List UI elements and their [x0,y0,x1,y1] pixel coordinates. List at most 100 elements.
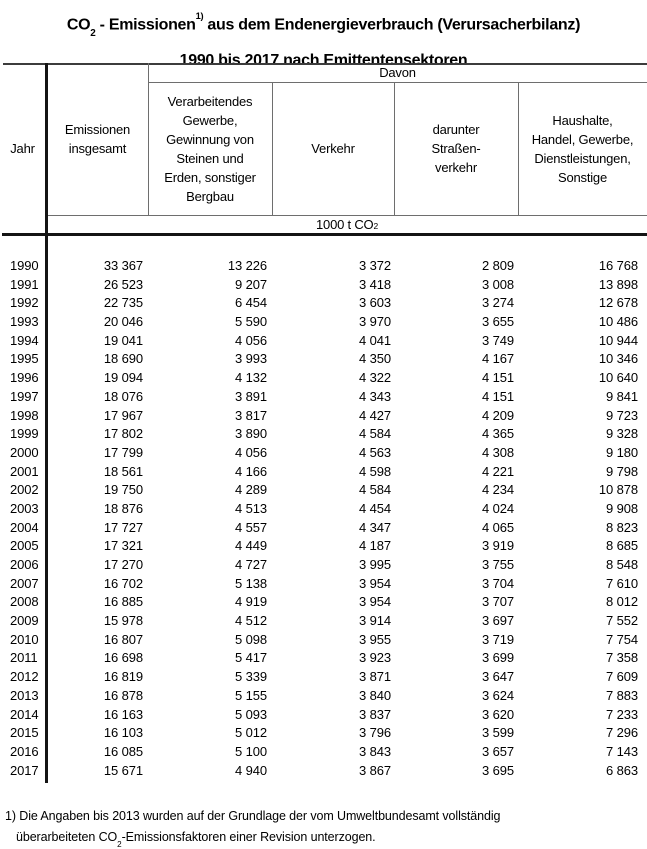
year-cell: 1999 [10,426,39,442]
value-cell: 3 914 [358,613,391,629]
table-row: 1999 17 802 3 890 4 584 4 365 9 328 [0,425,647,444]
value-cell: 19 041 [103,332,143,348]
value-cell: 9 841 [605,388,638,404]
value-cell: 18 876 [103,500,143,516]
davon-underline [148,82,647,84]
value-cell: 4 427 [358,407,391,423]
value-cell: 19 094 [103,370,143,386]
value-cell: 17 727 [103,519,143,535]
year-cell: 2007 [10,575,39,591]
table-top-border [3,63,647,65]
header-strassenverkehr: darunter Straßen- verkehr [431,122,481,175]
header-emissionen-insgesamt: Emissionen insgesamt [64,122,131,156]
table-row: 2002 19 750 4 289 4 584 4 234 10 878 [0,481,647,500]
value-cell: 22 735 [103,295,143,311]
value-cell: 5 093 [234,706,267,722]
value-cell: 4 343 [358,388,391,404]
table-row: 2003 18 876 4 513 4 454 4 024 9 908 [0,500,647,519]
table-row: 1992 22 735 6 454 3 603 3 274 12 678 [0,294,647,313]
year-cell: 2004 [10,519,39,535]
value-cell: 3 655 [481,314,514,330]
header-davon: Davon [379,65,416,80]
table-row: 2015 16 103 5 012 3 796 3 599 7 296 [0,724,647,743]
value-cell: 12 678 [598,295,638,311]
unit-label: 1000 t CO [316,216,374,232]
value-cell: 6 863 [605,762,638,778]
value-cell: 13 898 [598,276,638,292]
value-cell: 3 993 [234,351,267,367]
header-bottom-rule [2,233,647,236]
table-row: 2012 16 819 5 339 3 871 3 647 7 609 [0,668,647,687]
value-cell: 8 823 [605,519,638,535]
year-cell: 2001 [10,463,39,479]
year-cell: 2005 [10,538,39,554]
table-row: 1994 19 041 4 056 4 041 3 749 10 944 [0,332,647,351]
year-cell: 1994 [10,332,39,348]
table-row: 2014 16 163 5 093 3 837 3 620 7 233 [0,706,647,725]
page-title: CO2 - Emissionen1) aus dem Endenergiever… [0,9,647,72]
column-divider [148,63,150,216]
value-cell: 7 143 [605,743,638,759]
value-cell: 4 308 [481,444,514,460]
value-cell: 10 486 [598,314,638,330]
value-cell: 4 167 [481,351,514,367]
value-cell: 5 339 [234,669,267,685]
value-cell: 13 226 [227,258,267,273]
value-cell: 4 557 [234,519,267,535]
value-cell: 3 954 [358,575,391,591]
header-verarbeitendes-gewerbe: Verarbeitendes Gewerbe, Gewinnung von St… [164,93,256,204]
value-cell: 3 755 [481,557,514,572]
value-cell: 17 270 [103,557,143,572]
value-cell: 10 640 [598,370,638,386]
value-cell: 15 671 [103,762,143,778]
value-cell: 4 940 [234,762,267,778]
value-cell: 3 843 [358,743,391,759]
table-row: 2008 16 885 4 919 3 954 3 707 8 012 [0,593,647,612]
value-cell: 3 890 [234,426,267,442]
value-cell: 7 883 [605,687,638,703]
column-divider [272,82,274,216]
value-cell: 3 008 [481,276,514,292]
value-cell: 3 274 [481,295,514,311]
value-cell: 4 151 [481,388,514,404]
table-row: 2005 17 321 4 449 4 187 3 919 8 685 [0,537,647,556]
value-cell: 10 346 [598,351,638,367]
year-cell: 2017 [10,762,39,778]
value-cell: 16 768 [598,258,638,273]
value-cell: 4 513 [234,500,267,516]
title-rest: aus dem Endenergieverbrauch (Verursacher… [203,16,581,34]
year-cell: 2010 [10,631,39,647]
value-cell: 16 807 [103,631,143,647]
table-body: 1990 33 367 13 226 3 372 2 809 16 768 1991 26 5… [0,257,647,780]
footnote-line2: überarbeiteten CO2-Emissionsfaktoren ein… [16,827,500,849]
table-row: 1998 17 967 3 817 4 427 4 209 9 723 [0,407,647,426]
table-row: 1996 19 094 4 132 4 322 4 151 10 640 [0,369,647,388]
unit-row: 1000 t CO 2 [47,215,647,233]
table-row: 2013 16 878 5 155 3 840 3 624 7 883 [0,687,647,706]
value-cell: 5 100 [234,743,267,759]
value-cell: 9 180 [605,444,638,460]
value-cell: 33 367 [103,258,143,273]
table-row: 1997 18 076 3 891 4 343 4 151 9 841 [0,388,647,407]
column-divider [518,82,520,216]
value-cell: 4 234 [481,482,514,498]
value-cell: 4 221 [481,463,514,479]
value-cell: 9 328 [605,426,638,442]
year-cell: 1993 [10,314,39,330]
value-cell: 4 365 [481,426,514,442]
value-cell: 7 233 [605,706,638,722]
value-cell: 3 707 [481,594,514,610]
value-cell: 10 944 [598,332,638,348]
value-cell: 3 919 [481,538,514,554]
table-row: 2001 18 561 4 166 4 598 4 221 9 798 [0,463,647,482]
value-cell: 18 561 [103,463,143,479]
year-cell: 2002 [10,482,39,498]
value-cell: 18 076 [103,388,143,404]
table-row: 2017 15 671 4 940 3 867 3 695 6 863 [0,762,647,781]
table-row: 2007 16 702 5 138 3 954 3 704 7 610 [0,575,647,594]
value-cell: 4 322 [358,370,391,386]
unit-subscript: 2 [373,220,378,231]
value-cell: 7 610 [605,575,638,591]
value-cell: 3 796 [358,725,391,741]
